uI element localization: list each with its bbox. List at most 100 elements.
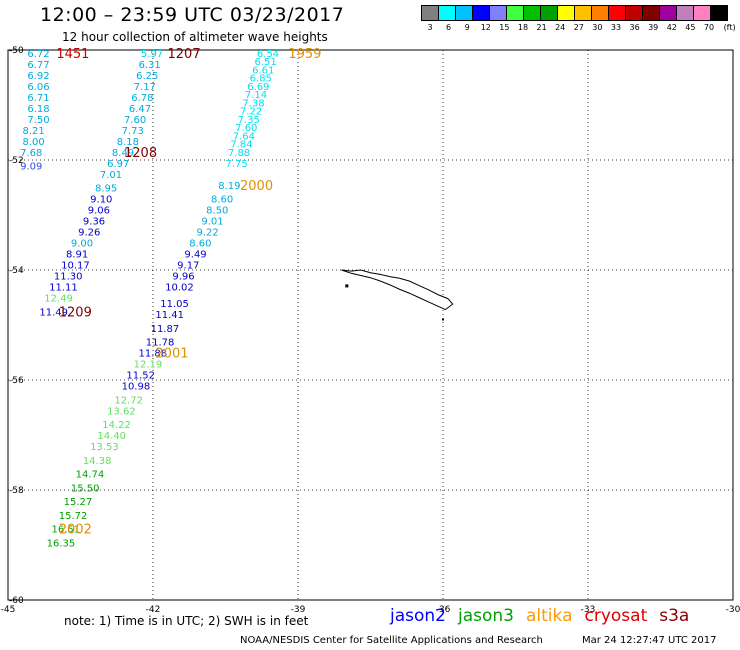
swh-value-label: 10.17 — [61, 261, 90, 272]
swh-value-label: 9.26 — [78, 228, 100, 239]
swh-value-label: 6.72 — [27, 49, 49, 60]
pass-time-label: 2000 — [240, 179, 273, 194]
latitude-tick-label: -60 — [9, 596, 24, 606]
color-scale-tick: 70 — [703, 23, 715, 32]
swh-value-label: 11.52 — [126, 371, 155, 382]
swh-value-label: 13.62 — [107, 406, 136, 417]
swh-value-label: 7.38 — [242, 98, 264, 109]
swh-value-label: 14.38 — [83, 456, 112, 467]
swh-value-label: 7.50 — [27, 115, 49, 126]
small-island — [345, 284, 349, 288]
swh-value-label: 7.01 — [100, 170, 122, 181]
swh-value-label: 6.77 — [27, 60, 49, 71]
swh-value-label: 8.00 — [23, 137, 45, 148]
swh-value-label: 14.40 — [97, 431, 126, 442]
swh-value-label: 11.87 — [151, 324, 180, 335]
swh-value-label: 9.06 — [88, 206, 110, 217]
swh-value-label: 12.19 — [134, 360, 163, 371]
swh-value-label: 11.41 — [155, 310, 184, 321]
swh-value-label: 6.31 — [139, 60, 161, 71]
swh-value-label: 6.18 — [27, 104, 49, 115]
small-island — [442, 318, 444, 321]
pass-time-label: 1959 — [288, 47, 321, 62]
swh-value-label: 9.17 — [177, 261, 199, 272]
page-subtitle: 12 hour collection of altimeter wave hei… — [62, 30, 328, 44]
swh-value-label: 6.97 — [107, 159, 129, 170]
footer-credit: NOAA/NESDIS Center for Satellite Applica… — [240, 635, 543, 646]
swh-value-label: 9.10 — [90, 195, 112, 206]
swh-value-label: 10.02 — [165, 283, 194, 294]
south-georgia-coastline — [341, 269, 454, 311]
latitude-tick-label: -58 — [9, 486, 24, 496]
swh-value-label: 6.06 — [27, 82, 49, 93]
swh-value-label: 7.64 — [233, 131, 255, 142]
swh-value-label: 7.75 — [226, 159, 248, 170]
swh-value-label: 14.74 — [76, 470, 105, 481]
longitude-tick-label: -42 — [146, 605, 161, 615]
satellite-legend-item: s3a — [659, 606, 690, 626]
swh-value-label: 11.49 — [39, 307, 68, 318]
page-title: 12:00 – 23:59 UTC 03/23/2017 — [40, 4, 345, 26]
swh-value-label: 7.14 — [245, 90, 267, 101]
swh-value-label: 8.49 — [112, 148, 134, 159]
color-scale-tick: 45 — [685, 23, 696, 32]
swh-value-label: 9.00 — [71, 239, 93, 250]
swh-value-label: 14.22 — [102, 420, 131, 431]
swh-value-label: 12.49 — [44, 294, 73, 305]
color-scale-tick: 18 — [517, 23, 529, 32]
longitude-tick-label: -36 — [436, 605, 451, 615]
swh-value-label: 5.97 — [141, 49, 163, 60]
swh-value-label: 11.88 — [139, 349, 168, 360]
satellite-legend-item: cryosat — [584, 606, 648, 626]
swh-value-label: 9.96 — [172, 272, 194, 283]
swh-value-label: 9.09 — [20, 162, 42, 173]
swh-value-label: 15.50 — [71, 483, 100, 494]
swh-value-label: 10.98 — [122, 382, 151, 393]
swh-value-label: 15.27 — [64, 497, 93, 508]
pass-time-label: 1207 — [168, 47, 201, 62]
longitude-tick-label: -30 — [726, 605, 740, 615]
swh-value-label: 6.25 — [136, 71, 158, 82]
pass-time-label: 2001 — [155, 347, 188, 362]
color-scale-tick: 36 — [629, 23, 640, 32]
swh-value-label: 16.35 — [47, 538, 76, 549]
swh-value-label: 11.78 — [146, 338, 175, 349]
longitude-tick-label: -39 — [291, 605, 306, 615]
longitude-tick-label: -45 — [1, 605, 16, 615]
swh-value-label: 9.22 — [197, 228, 219, 239]
swh-value-label: 8.19 — [218, 181, 240, 192]
swh-value-label: 8.60 — [211, 195, 233, 206]
color-scale-tick: 33 — [610, 23, 622, 32]
color-swatch — [710, 5, 728, 21]
color-scale-tick: 15 — [499, 23, 510, 32]
swh-value-label: 6.78 — [131, 93, 153, 104]
swh-value-label: 8.50 — [206, 206, 228, 217]
color-scale-tick: 42 — [666, 23, 677, 32]
color-scale-tick: 6 — [446, 23, 452, 32]
latitude-tick-label: -54 — [9, 266, 24, 276]
swh-value-label: 6.92 — [27, 71, 49, 82]
swh-value-label: 6.85 — [250, 74, 272, 85]
swh-value-label: 9.01 — [201, 217, 223, 228]
color-scale-tick: 12 — [480, 23, 491, 32]
swh-value-label: 7.88 — [228, 148, 250, 159]
swh-value-label: 9.36 — [83, 217, 105, 228]
pass-time-label: 1209 — [59, 305, 92, 320]
swh-value-label: 16.51 — [52, 525, 81, 536]
swh-value-label: 11.30 — [54, 272, 83, 283]
swh-value-label: 13.53 — [90, 442, 119, 453]
swh-value-label: 6.61 — [252, 65, 274, 76]
color-scale-tick: 3 — [427, 23, 433, 32]
swh-value-label: 7.60 — [124, 115, 146, 126]
swh-value-label: 8.60 — [189, 239, 211, 250]
swh-value-label: 7.17 — [134, 82, 156, 93]
swh-value-label: 8.21 — [23, 126, 45, 137]
color-scale-tick: 9 — [464, 23, 470, 32]
pass-time-label: 2002 — [59, 523, 92, 538]
swh-value-label: 15.72 — [59, 511, 88, 522]
color-scale-unit: (ft) — [723, 23, 736, 32]
swh-value-label: 8.95 — [95, 184, 117, 195]
satellite-legend: jason2 jason3 altika cryosat s3a — [390, 606, 701, 626]
swh-value-label: 11.11 — [49, 283, 78, 294]
